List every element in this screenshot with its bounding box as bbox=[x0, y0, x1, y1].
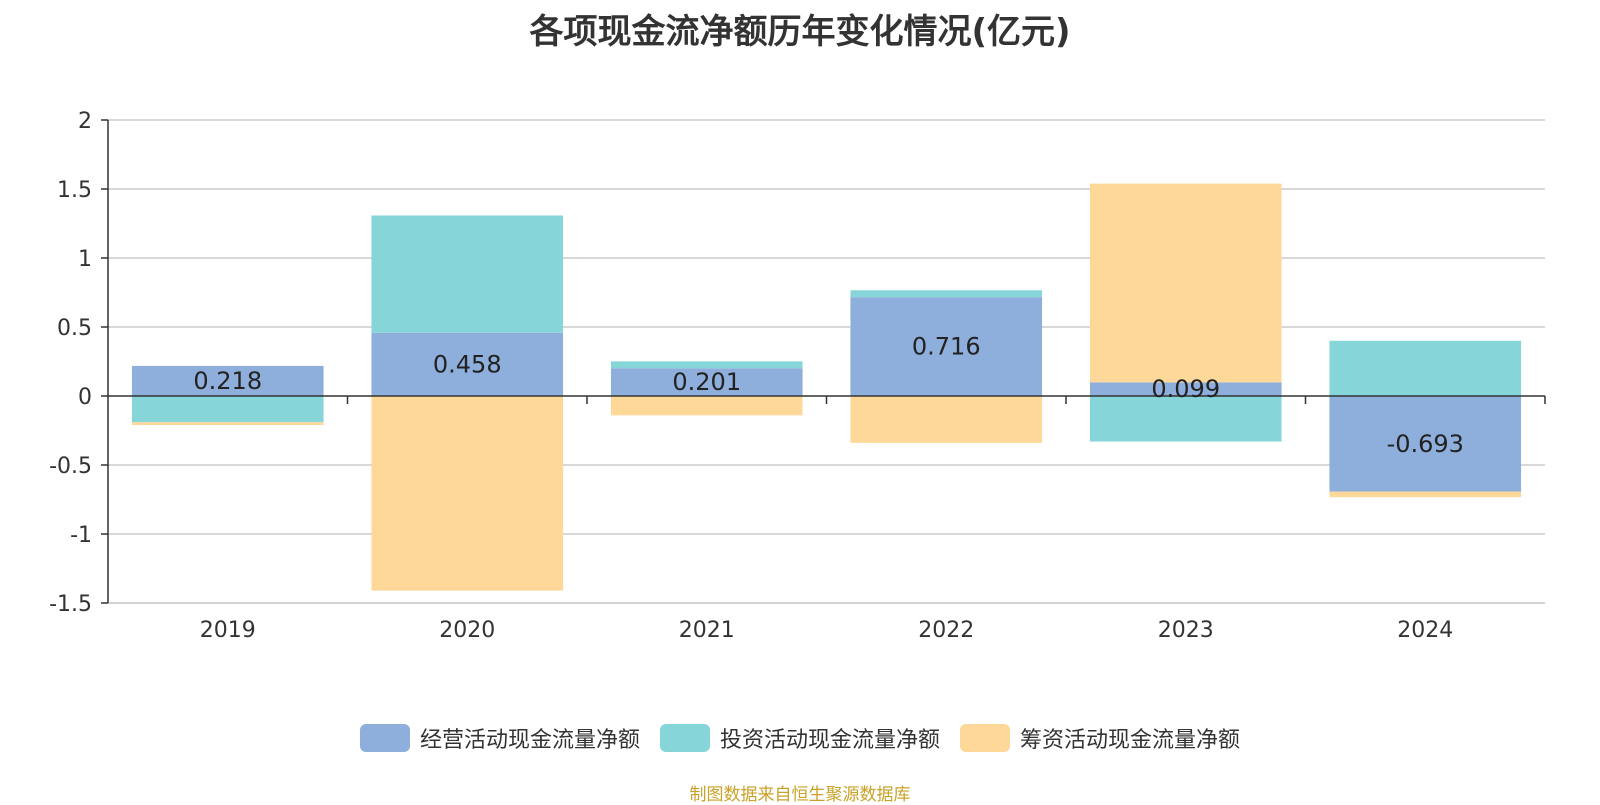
chart-plot: 2 1.5 1 0.5 0 -0.5 -1 -1.5 2019 2020 2021 2022 2023 2… bbox=[49, 109, 1546, 643]
data-label-2024: -0.693 bbox=[1387, 430, 1464, 458]
y-tick-label: 1 bbox=[78, 247, 92, 272]
bar-2023-series-2[interactable] bbox=[1089, 183, 1282, 383]
data-label-2022: 0.716 bbox=[912, 333, 981, 361]
bar-2024-series-2[interactable] bbox=[1329, 491, 1522, 498]
data-labels: 0.218 0.458 0.201 0.716 0.099 -0.693 bbox=[193, 333, 1464, 458]
legend-label-operating: 经营活动现金流量净额 bbox=[419, 728, 640, 753]
x-tick-label: 2020 bbox=[439, 618, 495, 643]
bar-2021-series-2[interactable] bbox=[610, 396, 803, 416]
bar-2022-series-1[interactable] bbox=[850, 290, 1043, 298]
x-tick-label: 2021 bbox=[679, 618, 735, 643]
legend-swatch-operating bbox=[359, 724, 410, 752]
legend-label-investing: 投资活动现金流量净额 bbox=[719, 728, 940, 753]
grid-lines bbox=[108, 119, 1545, 604]
x-tick-label: 2024 bbox=[1397, 618, 1453, 643]
x-tick-label: 2023 bbox=[1158, 618, 1214, 643]
legend-item-operating[interactable]: 经营活动现金流量净额 bbox=[359, 722, 640, 754]
bar-2021-series-0[interactable] bbox=[610, 368, 803, 396]
source-note: 制图数据来自恒生聚源数据库 bbox=[689, 785, 911, 805]
y-tick-label: 0.5 bbox=[57, 316, 92, 341]
data-label-2019: 0.218 bbox=[193, 367, 262, 395]
legend-item-financing[interactable]: 筹资活动现金流量净额 bbox=[960, 722, 1240, 754]
legend-label-financing: 筹资活动现金流量净额 bbox=[1020, 728, 1241, 753]
legend-swatch-investing bbox=[659, 724, 710, 752]
bar-2023-series-0[interactable] bbox=[1089, 382, 1282, 396]
data-label-2023: 0.099 bbox=[1151, 375, 1220, 403]
bar-layer bbox=[131, 183, 1522, 591]
bar-2022-series-0[interactable] bbox=[850, 297, 1043, 396]
bar-2020-series-1[interactable] bbox=[371, 215, 564, 333]
bar-2020-series-2[interactable] bbox=[371, 396, 564, 591]
bar-2020-series-0[interactable] bbox=[371, 332, 564, 396]
legend-item-investing[interactable]: 投资活动现金流量净额 bbox=[659, 722, 940, 754]
data-label-2020: 0.458 bbox=[433, 350, 502, 378]
y-tick-label: -1.5 bbox=[49, 592, 92, 617]
bar-2019-series-1[interactable] bbox=[131, 396, 324, 423]
y-tick-label: 1.5 bbox=[57, 178, 92, 203]
data-label-2021: 0.201 bbox=[672, 368, 741, 396]
bar-2019-series-0[interactable] bbox=[131, 365, 324, 396]
y-tick-label: -0.5 bbox=[49, 454, 92, 479]
legend: 经营活动现金流量净额 投资活动现金流量净额 筹资活动现金流量净额 bbox=[0, 722, 1600, 754]
bar-2024-series-1[interactable] bbox=[1329, 340, 1522, 396]
bar-2022-series-2[interactable] bbox=[850, 396, 1043, 443]
bar-2023-series-1[interactable] bbox=[1089, 396, 1282, 442]
axes: 2 1.5 1 0.5 0 -0.5 -1 -1.5 2019 2020 2021 2022 2023 2… bbox=[49, 109, 1546, 643]
bar-2024-series-0[interactable] bbox=[1329, 396, 1522, 492]
legend-swatch-financing bbox=[960, 724, 1010, 752]
chart-title: 各项现金流净额历年变化情况(亿元) bbox=[529, 12, 1071, 52]
bar-2019-series-2[interactable] bbox=[131, 422, 324, 425]
y-tick-label: -1 bbox=[70, 523, 92, 548]
x-tick-label: 2019 bbox=[200, 618, 256, 643]
y-tick-label: 0 bbox=[78, 385, 92, 410]
y-tick-label: 2 bbox=[78, 109, 92, 134]
bar-2021-series-1[interactable] bbox=[610, 361, 803, 369]
x-tick-label: 2022 bbox=[918, 618, 974, 643]
